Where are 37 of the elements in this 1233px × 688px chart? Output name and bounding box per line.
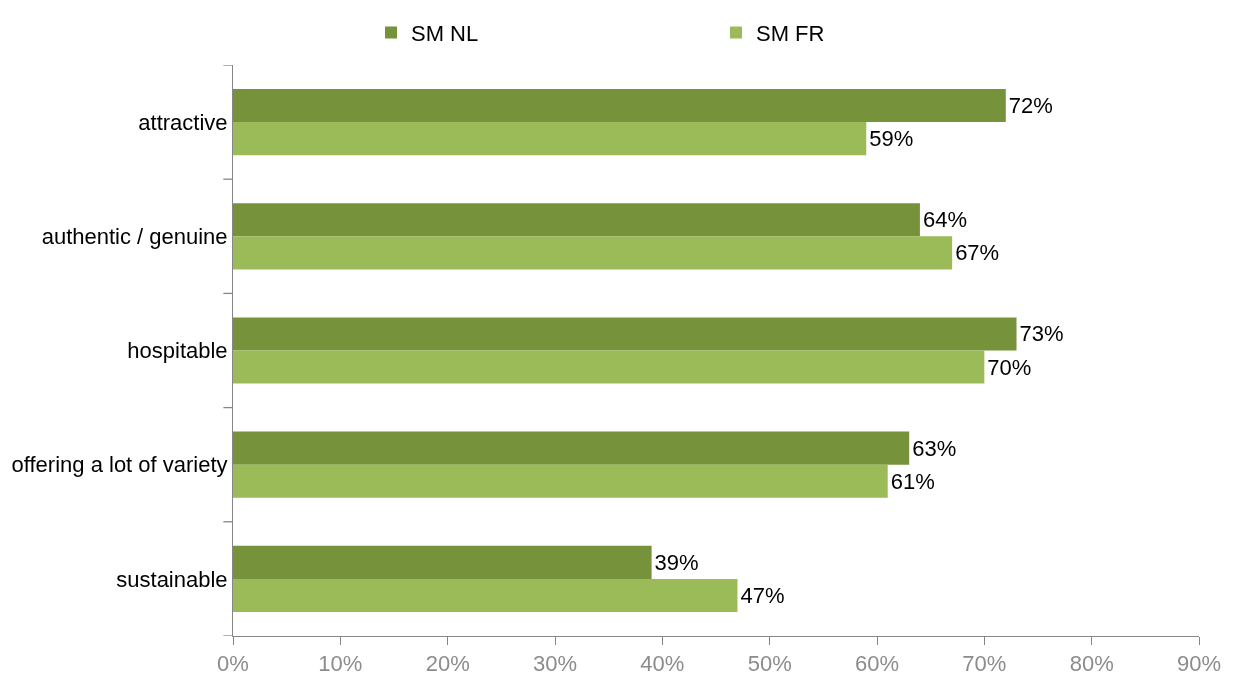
x-tick-label: 60% <box>854 651 900 677</box>
data-label: 72% <box>1008 93 1053 119</box>
data-label: 70% <box>987 354 1032 380</box>
bar <box>233 464 888 498</box>
bar <box>233 236 953 270</box>
bar <box>233 203 920 237</box>
data-label: 73% <box>1019 321 1064 347</box>
y-tick-label: sustainable <box>116 566 228 592</box>
legend-label: SM NL <box>411 20 479 46</box>
x-tick-label: 10% <box>318 651 363 677</box>
data-label: 47% <box>740 582 785 608</box>
bar <box>233 317 1017 351</box>
x-tick-label: 0% <box>217 651 249 677</box>
bar <box>233 122 867 156</box>
data-label: 64% <box>922 207 967 233</box>
legend-label: SM FR <box>756 20 825 46</box>
y-tick-label: offering a lot of variety <box>11 452 228 478</box>
y-tick-label: attractive <box>138 109 228 135</box>
bar <box>233 431 910 465</box>
data-label: 39% <box>654 549 699 575</box>
data-label: 61% <box>890 468 935 494</box>
data-label: 67% <box>955 240 1000 266</box>
y-tick-label: hospitable <box>127 338 228 364</box>
data-label: 63% <box>912 435 957 461</box>
bar <box>233 88 1006 123</box>
bar <box>233 578 738 613</box>
x-tick-label: 90% <box>1176 651 1222 677</box>
bar <box>233 350 985 384</box>
x-tick-label: 20% <box>425 651 470 677</box>
y-tick-label: authentic / genuine <box>41 224 228 249</box>
x-tick-label: 40% <box>640 651 685 677</box>
x-tick-label: 70% <box>962 651 1007 677</box>
x-tick-label: 50% <box>747 651 792 677</box>
x-tick-label: 80% <box>1069 651 1114 677</box>
x-tick-label: 30% <box>532 651 578 677</box>
data-label: 59% <box>869 126 914 152</box>
bar <box>233 545 652 579</box>
